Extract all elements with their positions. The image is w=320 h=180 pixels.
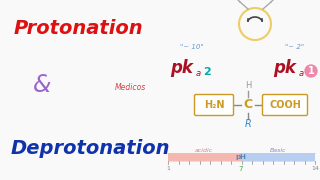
Text: a: a [196,69,201,78]
Text: Protonation: Protonation [13,19,143,37]
Text: "~ 2": "~ 2" [285,44,305,50]
FancyBboxPatch shape [195,94,234,116]
Text: acidic: acidic [195,147,213,152]
Text: 2: 2 [203,67,211,77]
Text: pk: pk [274,59,296,77]
Text: 1: 1 [308,66,314,76]
Text: H₂N: H₂N [204,100,224,110]
FancyBboxPatch shape [262,94,308,116]
Text: &: & [33,73,51,97]
Text: COOH: COOH [269,100,301,110]
Text: 14: 14 [311,166,319,172]
Text: Medicos: Medicos [114,84,146,93]
Text: 1: 1 [166,166,170,172]
Bar [241,153,315,161]
Text: pH: pH [236,154,246,160]
Text: "~ 10": "~ 10" [180,44,204,50]
Text: C: C [244,98,252,111]
Text: 7: 7 [239,166,243,172]
Text: Basic: Basic [270,147,286,152]
Text: Deprotonation: Deprotonation [10,138,170,158]
Text: a: a [299,69,304,78]
Text: pk: pk [171,59,193,77]
Text: R: R [244,119,252,129]
Text: H: H [245,82,251,91]
Bar [168,153,241,161]
Circle shape [305,65,317,77]
